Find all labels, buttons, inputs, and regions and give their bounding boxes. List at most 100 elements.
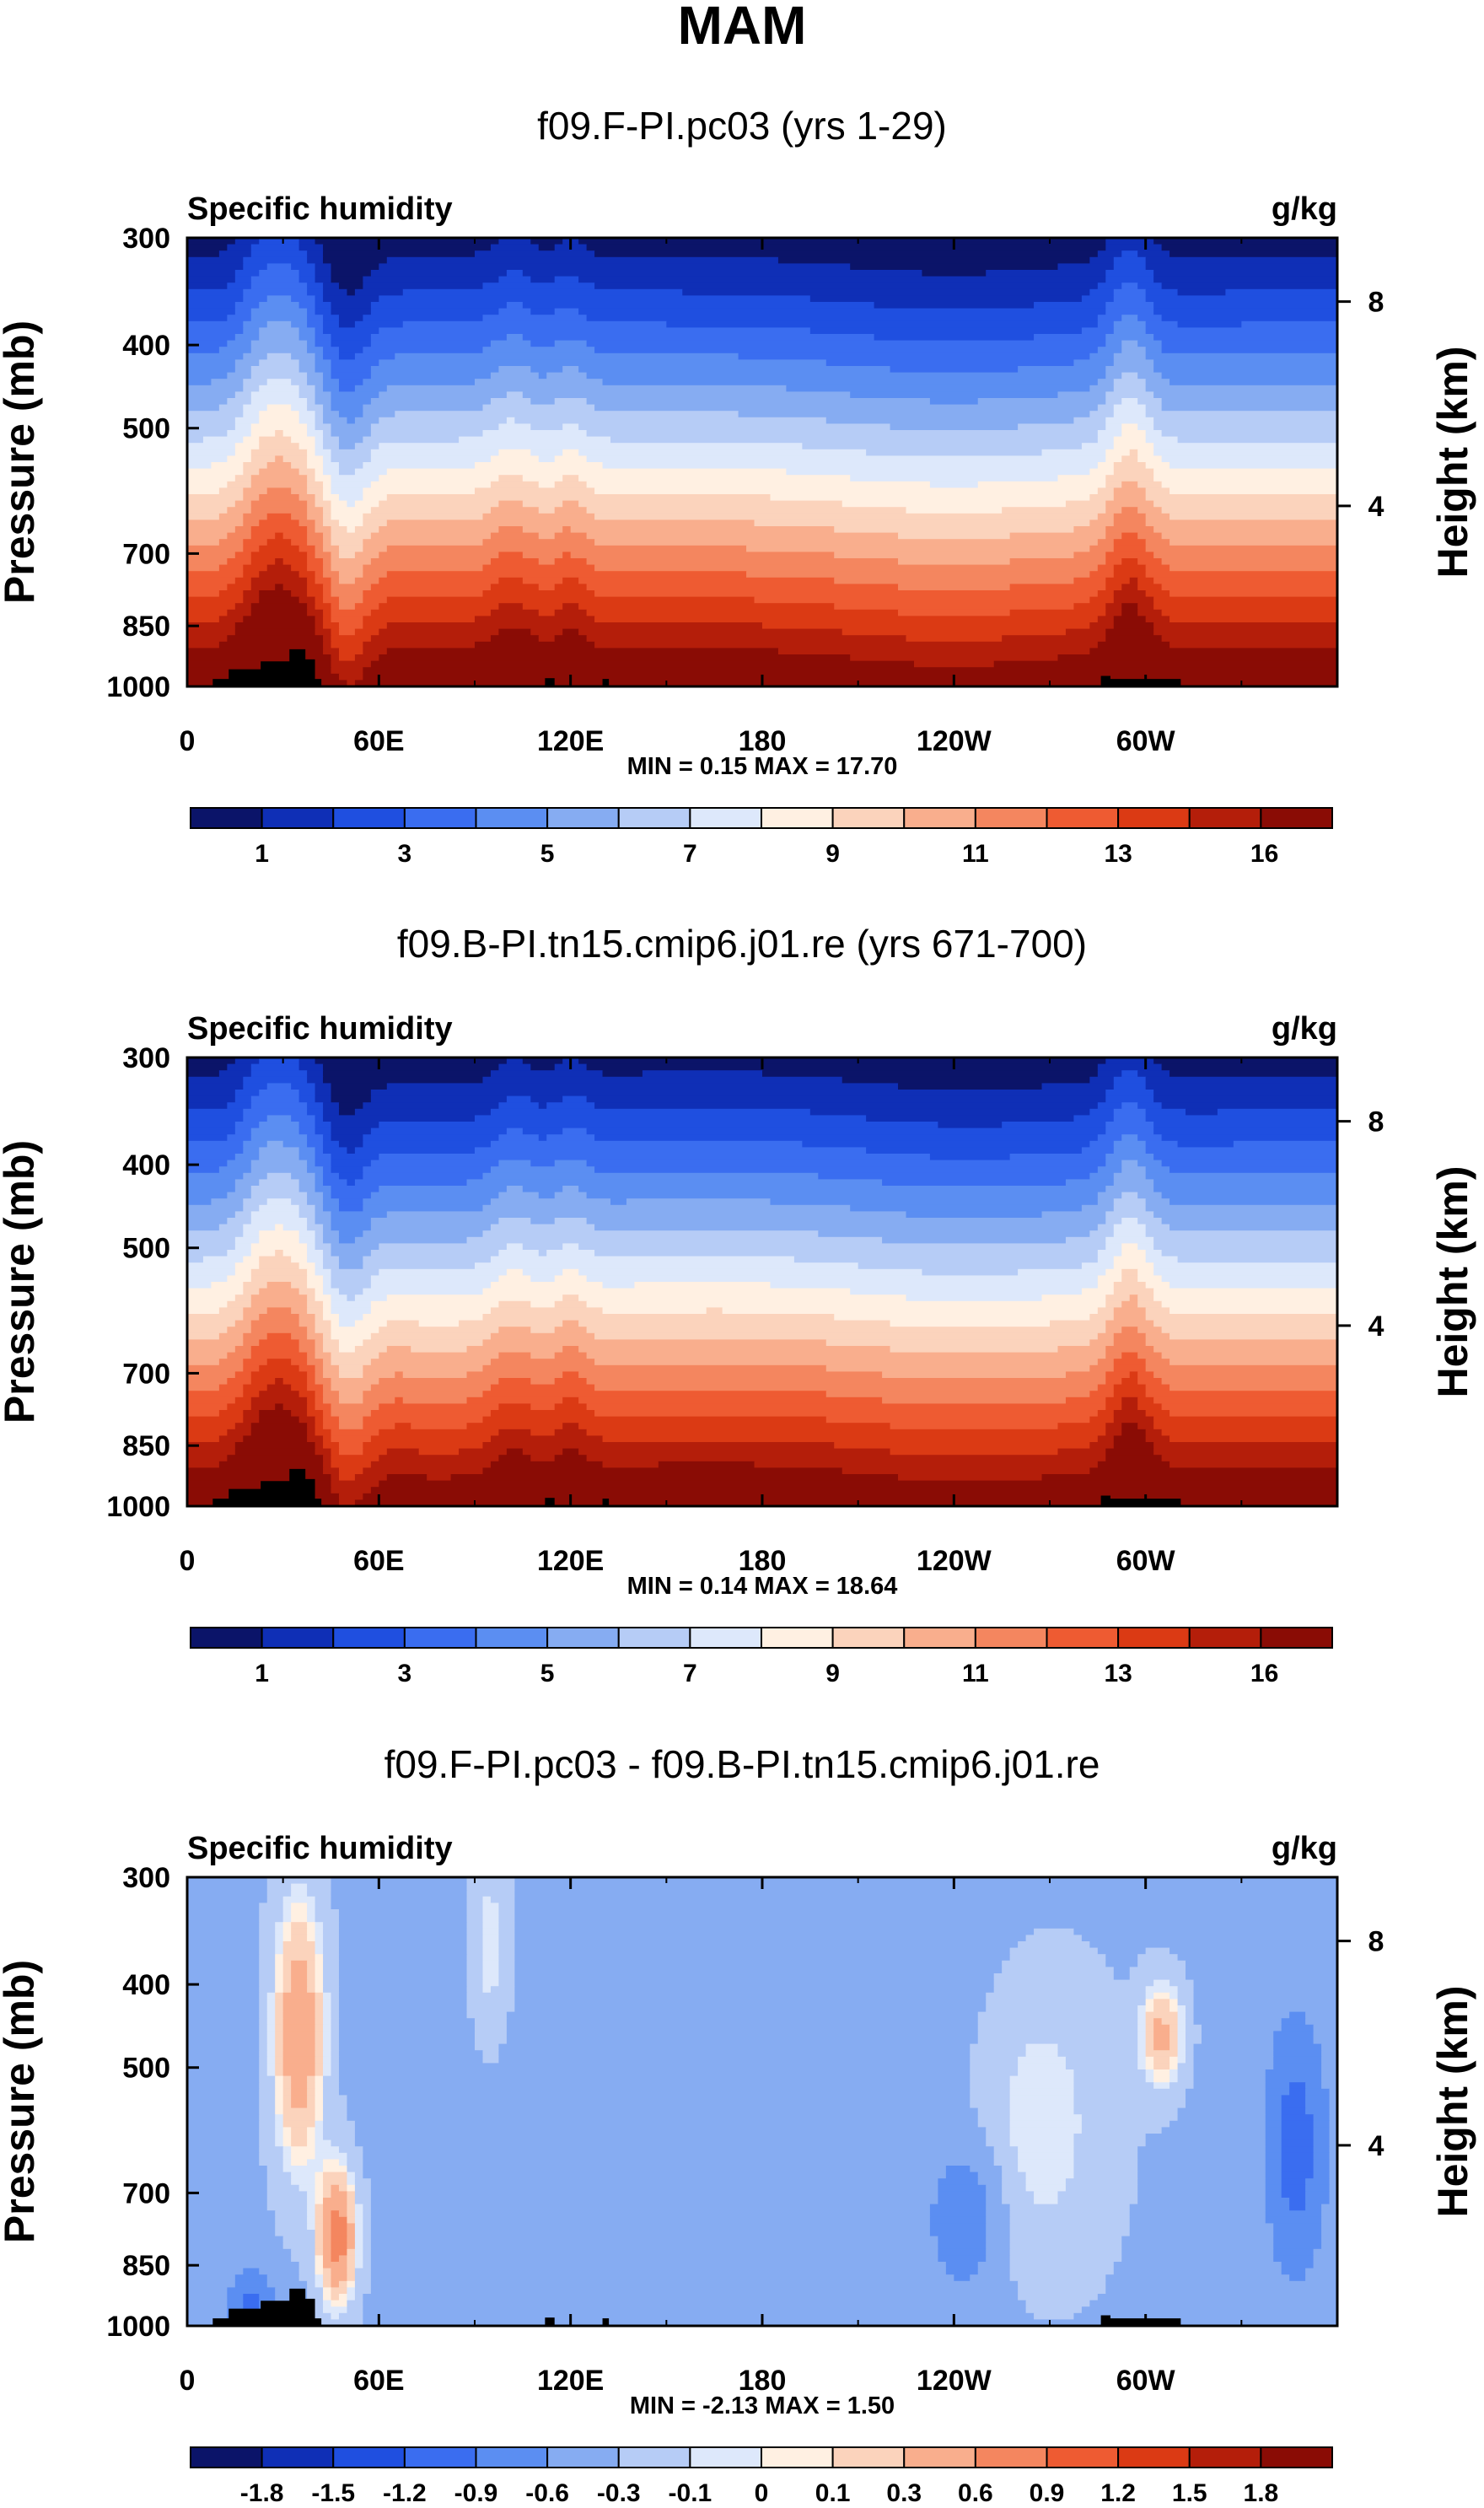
- contour-cell: [363, 2248, 372, 2256]
- contour-cell: [1145, 513, 1170, 520]
- contour-cell: [338, 2043, 476, 2051]
- contour-cell: [187, 1455, 228, 1462]
- contour-cell: [514, 1960, 1003, 1967]
- contour-cell: [1057, 2191, 1138, 2199]
- contour-cell: [1121, 584, 1138, 591]
- contour-cell: [1329, 2120, 1338, 2128]
- contour-cell: [259, 1416, 300, 1424]
- contour-cell: [538, 455, 556, 463]
- y-tick-label: 300: [122, 223, 170, 255]
- contour-cell: [466, 1877, 515, 1885]
- contour-cell: [282, 1992, 316, 1999]
- contour-cell: [291, 2088, 308, 2096]
- contour-cell: [522, 270, 923, 277]
- contour-cell: [530, 238, 563, 245]
- contour-cell: [354, 2191, 372, 2199]
- contour-cell: [307, 2191, 316, 2199]
- contour-cell: [482, 1903, 500, 1910]
- contour-cell: [266, 2172, 292, 2179]
- contour-cell: [227, 635, 324, 643]
- contour-cell: [1113, 1282, 1147, 1289]
- contour-cell: [187, 2037, 260, 2045]
- contour-cell: [315, 2236, 324, 2243]
- contour-cell: [243, 288, 308, 296]
- contour-cell: [1073, 2134, 1147, 2141]
- contour-cell: [243, 385, 260, 392]
- contour-cell: [602, 379, 1099, 386]
- contour-cell: [227, 398, 252, 406]
- contour-cell: [986, 2236, 1011, 2243]
- contour-cell: [1081, 327, 1115, 335]
- contour-cell: [490, 1108, 811, 1116]
- contour-cell: [1201, 2031, 1274, 2038]
- contour-cell: [370, 1487, 1338, 1494]
- contour-cell: [1105, 1058, 1154, 1065]
- contour-cell: [482, 1986, 492, 1994]
- contour-cell: [307, 462, 324, 470]
- contour-cell: [307, 1134, 324, 1142]
- contour-cell: [307, 558, 324, 566]
- contour-cell: [386, 596, 755, 604]
- contour-cell: [1097, 1435, 1115, 1443]
- contour-cell: [1193, 2082, 1266, 2090]
- contour-cell: [331, 1896, 468, 1903]
- contour-cell: [1097, 616, 1115, 623]
- contour-cell: [1137, 1423, 1154, 1430]
- contour-cell: [331, 2236, 348, 2243]
- contour-cell: [307, 449, 316, 456]
- contour-cell: [1273, 2037, 1315, 2045]
- contour-cell: [1265, 2114, 1282, 2122]
- contour-cell: [298, 443, 316, 450]
- contour-cell: [323, 353, 340, 360]
- contour-cell: [227, 1250, 252, 1257]
- contour-cell: [1113, 327, 1147, 335]
- contour-cell: [1097, 564, 1115, 572]
- colorbar-swatch: [761, 1627, 834, 1649]
- contour-cell: [347, 2095, 971, 2102]
- contour-cell: [187, 584, 228, 591]
- contour-cell: [315, 571, 324, 579]
- contour-cell: [1105, 1448, 1154, 1456]
- contour-cell: [793, 1256, 1099, 1263]
- contour-cell: [514, 1935, 1027, 1942]
- contour-cell: [538, 1192, 556, 1199]
- contour-cell: [363, 2262, 372, 2269]
- contour-cell: [850, 1288, 1083, 1295]
- contour-cell: [307, 1915, 316, 1923]
- contour-cell: [1241, 320, 1338, 328]
- contour-cell: [1018, 1941, 1090, 1949]
- contour-cell: [307, 1423, 316, 1430]
- contour-cell: [187, 2107, 260, 2115]
- contour-cell: [482, 1915, 500, 1923]
- contour-cell: [331, 2069, 340, 2077]
- contour-cell: [1265, 2216, 1322, 2224]
- contour-cell: [490, 1282, 604, 1289]
- contour-cell: [1329, 2107, 1338, 2115]
- contour-cell: [1113, 545, 1147, 552]
- contour-cell: [227, 1300, 252, 1308]
- contour-cell: [338, 2082, 971, 2090]
- contour-cell: [1161, 1275, 1338, 1283]
- contour-cell: [834, 1314, 1090, 1321]
- contour-cell: [386, 1211, 907, 1219]
- contour-cell: [307, 283, 324, 290]
- contour-cell: [211, 462, 244, 470]
- contour-cell: [1153, 577, 1338, 584]
- contour-cell: [187, 1262, 236, 1270]
- contour-cell: [1105, 449, 1131, 456]
- contour-cell: [395, 353, 739, 360]
- contour-cell: [282, 2088, 292, 2096]
- contour-cell: [1121, 430, 1147, 438]
- contour-cell: [187, 1371, 236, 1379]
- contour-cell: [187, 2075, 260, 2083]
- contour-cell: [259, 468, 300, 476]
- contour-cell: [307, 1397, 316, 1404]
- contour-cell: [266, 1384, 292, 1391]
- contour-cell: [578, 308, 1106, 315]
- contour-cell: [970, 2075, 1011, 2083]
- contour-cell: [1321, 2223, 1338, 2231]
- contour-cell: [1137, 2152, 1266, 2160]
- contour-cell: [282, 1973, 292, 1981]
- contour-cell: [475, 2018, 508, 2026]
- contour-cell: [970, 2056, 1019, 2064]
